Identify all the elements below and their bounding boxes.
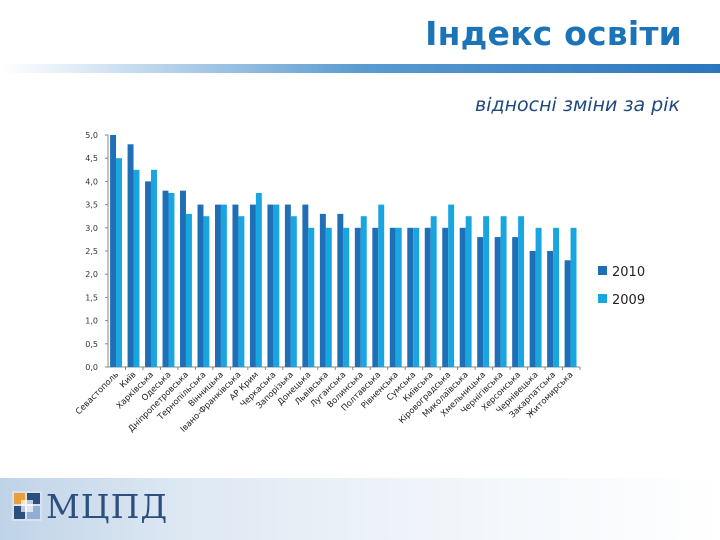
bar-2009 xyxy=(465,216,472,367)
legend-swatch-2010 xyxy=(598,266,607,275)
bar-2010 xyxy=(459,227,466,367)
bar-2009 xyxy=(343,227,350,367)
bar-2009 xyxy=(308,227,315,367)
bar-2010 xyxy=(197,204,204,367)
bar-2010 xyxy=(372,227,379,367)
bar-2010 xyxy=(564,260,571,367)
bar-2010 xyxy=(180,190,186,367)
bar-2009 xyxy=(448,204,455,367)
bar-2010 xyxy=(442,227,449,367)
bar-2009 xyxy=(413,227,420,367)
bar-2010 xyxy=(319,213,326,367)
bar-2009 xyxy=(570,227,577,367)
y-tick-label: 3,0 xyxy=(85,224,98,233)
bar-2009 xyxy=(483,216,490,367)
bar-2009 xyxy=(360,216,367,367)
bar-2009 xyxy=(238,216,245,367)
bar-2010 xyxy=(547,251,554,367)
y-tick-label: 3,5 xyxy=(85,201,98,210)
bar-2009 xyxy=(535,227,542,367)
bar-chart: 0,0 0,5 1,0 1,5 2,0 2,5 3,0 3,5 4,0 4,5 5,0 Севасто… xyxy=(73,131,645,434)
bar-2009 xyxy=(133,169,140,367)
bar-2010 xyxy=(302,204,309,367)
y-tick-label: 4,5 xyxy=(85,154,98,163)
bar-2010 xyxy=(407,227,414,367)
legend-label-2010: 2010 xyxy=(612,265,645,280)
y-tick-label: 2,5 xyxy=(85,247,98,256)
bar-2009 xyxy=(168,193,175,367)
x-tick-label: Севастополь xyxy=(73,369,120,416)
bar-2009 xyxy=(378,204,385,367)
bar-2009 xyxy=(116,158,122,367)
legend-swatch-2009 xyxy=(598,294,607,303)
y-tick-label: 4,0 xyxy=(85,177,98,186)
y-tick-label: 1,0 xyxy=(85,317,98,326)
bar-2010 xyxy=(337,213,344,367)
bar-2009 xyxy=(273,204,280,367)
bar-2010 xyxy=(162,190,169,367)
bar-2009 xyxy=(395,227,402,367)
bar-2010 xyxy=(110,135,117,367)
legend-label-2009: 2009 xyxy=(612,293,645,308)
bar-2010 xyxy=(424,227,431,367)
y-tick-label: 5,0 xyxy=(85,131,98,140)
bar-2009 xyxy=(500,216,507,367)
bar-2010 xyxy=(477,237,484,367)
header-band xyxy=(0,64,720,73)
bar-2010 xyxy=(145,181,151,367)
logo-icon xyxy=(12,491,42,521)
bar-2009 xyxy=(203,216,210,367)
slide-title: Індекс освіти xyxy=(425,14,682,53)
y-tick-label: 0,5 xyxy=(85,340,98,349)
bar-2010 xyxy=(214,204,221,367)
logo-text: МЦПД xyxy=(46,487,169,526)
y-tick-label: 2,0 xyxy=(85,270,98,279)
bar-2010 xyxy=(284,204,291,367)
bar-2009 xyxy=(430,216,437,367)
footer-band xyxy=(0,478,720,540)
y-tick-label: 1,5 xyxy=(85,293,98,302)
bar-2010 xyxy=(354,227,361,367)
bar-2010 xyxy=(249,204,256,367)
y-tick-label: 0,0 xyxy=(85,363,98,372)
slide-subtitle: відносні зміни за рік xyxy=(475,94,680,116)
bar-2009 xyxy=(255,193,262,367)
bar-2010 xyxy=(389,227,396,367)
bar-2010 xyxy=(512,237,519,367)
bar-2009 xyxy=(220,204,227,367)
bar-2009 xyxy=(290,216,297,367)
bar-2009 xyxy=(518,216,525,367)
bar-2009 xyxy=(553,227,560,367)
bar-2010 xyxy=(529,251,536,367)
bar-2009 xyxy=(325,227,332,367)
bar-2010 xyxy=(232,204,239,367)
bar-2010 xyxy=(127,144,134,367)
bar-2009 xyxy=(185,213,192,367)
bar-2010 xyxy=(494,237,501,367)
bar-2009 xyxy=(151,169,157,367)
bar-2010 xyxy=(267,204,274,367)
